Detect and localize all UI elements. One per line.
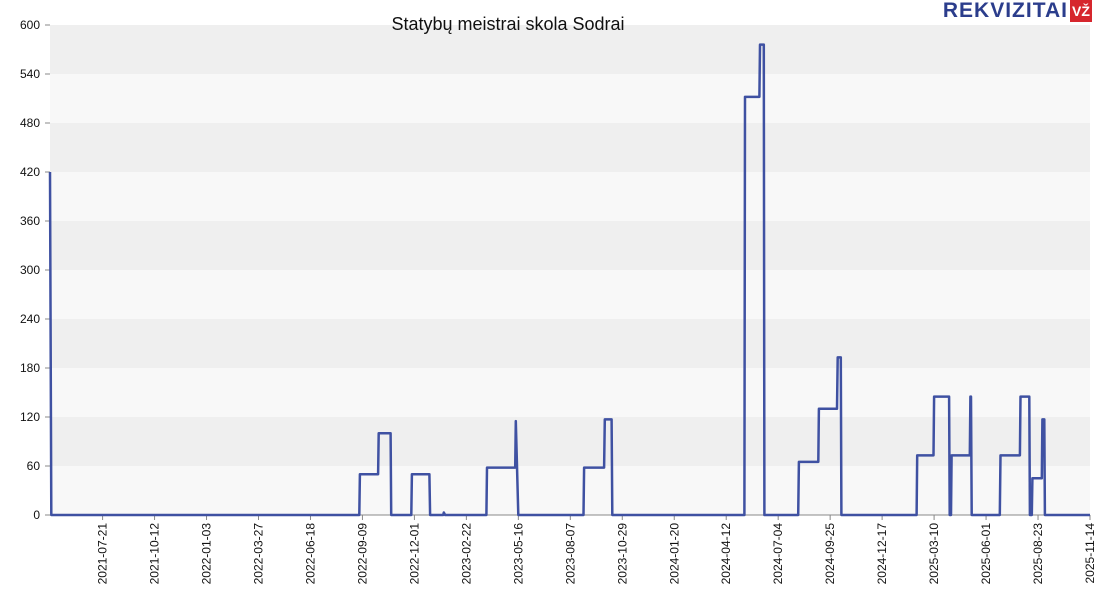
x-tick-label: 2021-07-21	[96, 523, 110, 585]
grid-band	[50, 466, 1090, 515]
grid-band	[50, 368, 1090, 417]
x-tick-label: 2022-12-01	[407, 523, 421, 585]
x-tick-label: 2024-01-20	[667, 523, 681, 585]
chart-title: Statybų meistrai skola Sodrai	[391, 14, 624, 34]
grid-band	[50, 221, 1090, 270]
x-tick-label: 2024-09-25	[823, 523, 837, 585]
y-tick-label: 360	[20, 214, 40, 228]
grid-band	[50, 74, 1090, 123]
x-tick-label: 2022-06-18	[303, 523, 317, 585]
series-line	[48, 43, 1090, 517]
grid-band	[50, 270, 1090, 319]
x-tick-label: 2023-10-29	[615, 523, 629, 585]
grid-band	[50, 25, 1090, 74]
y-axis: 0 60 120 180 240 300 360 420 480 540 600	[20, 18, 50, 522]
x-tick-label: 2022-09-09	[355, 523, 369, 585]
x-tick-label: 2021-10-12	[148, 523, 162, 585]
x-tick-label: 2024-12-17	[875, 523, 889, 585]
rekvizitai-logo[interactable]: REKVIZITAI VŽ	[943, 0, 1092, 22]
y-tick-label: 540	[20, 67, 40, 81]
x-tick-label: 2023-05-16	[511, 523, 525, 585]
grid-band	[50, 319, 1090, 368]
y-tick-label: 480	[20, 116, 40, 130]
grid-band	[50, 172, 1090, 221]
x-tick-label: 2023-08-07	[563, 523, 577, 585]
series-layer	[48, 43, 1090, 517]
grid-band	[50, 123, 1090, 172]
x-tick-label: 2022-01-03	[200, 523, 214, 585]
y-tick-label: 60	[27, 459, 41, 473]
y-tick-label: 420	[20, 165, 40, 179]
x-tick-label: 2023-02-22	[459, 523, 473, 585]
y-tick-label: 600	[20, 18, 40, 32]
x-tick-label: 2022-03-27	[252, 523, 266, 585]
x-tick-label: 2024-04-12	[719, 523, 733, 585]
logo-badge: VŽ	[1070, 0, 1092, 22]
y-tick-label: 180	[20, 361, 40, 375]
x-tick-label: 2025-03-10	[927, 523, 941, 585]
x-tick-label: 2024-07-04	[771, 523, 785, 585]
y-tick-label: 0	[33, 508, 40, 522]
y-tick-label: 300	[20, 263, 40, 277]
x-tick-label: 2025-11-14	[1083, 523, 1097, 584]
y-tick-label: 120	[20, 410, 40, 424]
x-tick-label: 2025-08-23	[1031, 523, 1045, 585]
x-tick-label: 2025-06-01	[979, 523, 993, 585]
grid-bands	[50, 25, 1090, 515]
logo-text: REKVIZITAI	[942, 0, 1068, 22]
y-tick-label: 240	[20, 312, 40, 326]
x-axis: 2021-07-21 2021-10-12 2022-01-03 2022-03-27…	[50, 514, 1097, 585]
